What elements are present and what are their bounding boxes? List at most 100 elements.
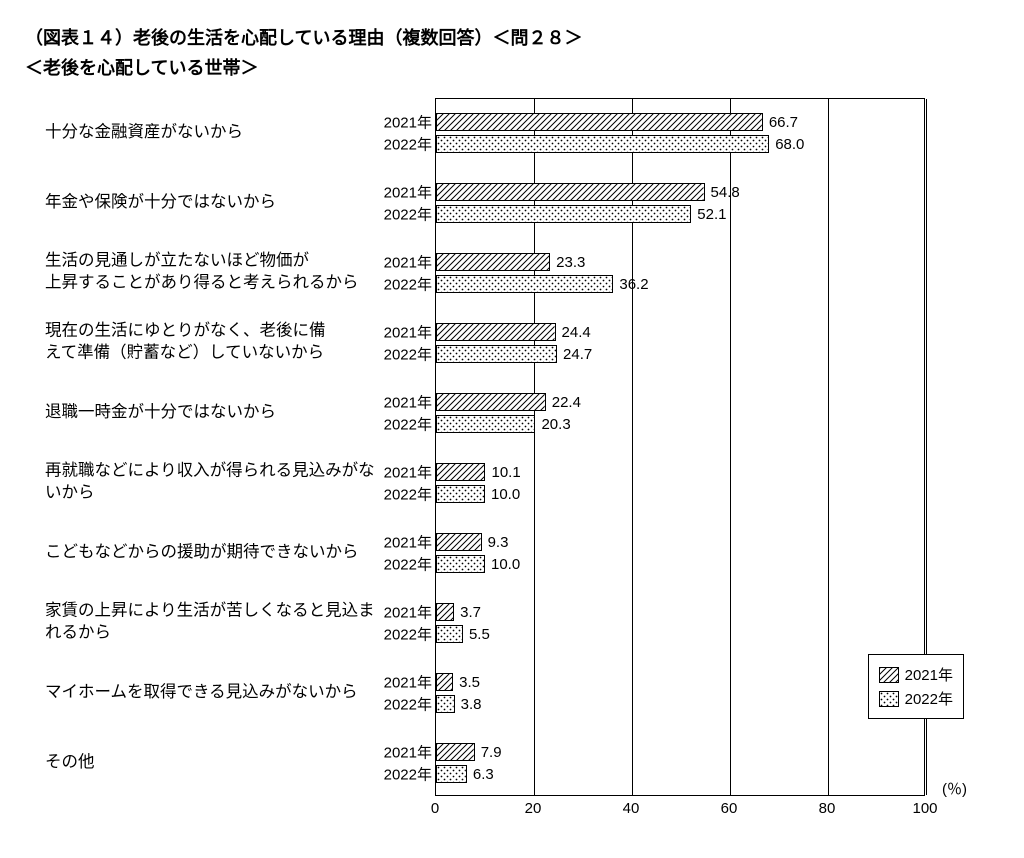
- x-tick-label: 40: [623, 800, 640, 817]
- series-year-label: 2022年: [374, 204, 432, 225]
- bar-value-label: 54.8: [711, 184, 740, 201]
- bar: [436, 323, 556, 341]
- series-year-label: 2021年: [374, 112, 432, 133]
- bar: [436, 205, 691, 223]
- legend-item: 2022年: [879, 688, 953, 709]
- bar-value-label: 3.8: [461, 696, 482, 713]
- bar-row: 2021年23.3: [436, 251, 924, 273]
- series-year-label: 2022年: [374, 624, 432, 645]
- bar-value-label: 10.1: [491, 464, 520, 481]
- series-year-label: 2021年: [374, 462, 432, 483]
- bar-value-label: 22.4: [552, 394, 581, 411]
- bar-value-label: 24.7: [563, 346, 592, 363]
- bar-row: 2021年9.3: [436, 531, 924, 553]
- chart-container: 十分な金融資産がないから年金や保険が十分ではないから生活の見通しが立たないほど物…: [25, 98, 999, 824]
- bar: [436, 625, 463, 643]
- bar-row: 2022年6.3: [436, 763, 924, 785]
- bar-value-label: 20.3: [541, 416, 570, 433]
- bar-row: 2022年3.8: [436, 693, 924, 715]
- x-axis: (％) 020406080100: [435, 796, 925, 824]
- bar-value-label: 10.0: [491, 486, 520, 503]
- bar-value-label: 3.7: [460, 604, 481, 621]
- plot-area: 2021年66.72022年68.0 2021年54.82022年52.1 2021…: [435, 98, 925, 796]
- bar-row: 2022年5.5: [436, 623, 924, 645]
- x-tick-label: 60: [721, 800, 738, 817]
- legend-label: 2022年: [905, 688, 953, 709]
- bar-row: 2021年66.7: [436, 111, 924, 133]
- axis-unit: (％): [942, 778, 967, 799]
- series-year-label: 2021年: [374, 322, 432, 343]
- series-year-label: 2021年: [374, 742, 432, 763]
- bar: [436, 555, 485, 573]
- bar: [436, 743, 475, 761]
- series-year-label: 2021年: [374, 252, 432, 273]
- bar-row: 2021年54.8: [436, 181, 924, 203]
- x-tick-label: 80: [819, 800, 836, 817]
- series-year-label: 2021年: [374, 182, 432, 203]
- chart-title-2: ＜老後を心配している世帯＞: [25, 54, 999, 80]
- bar-value-label: 68.0: [775, 136, 804, 153]
- x-tick-label: 20: [525, 800, 542, 817]
- bar-value-label: 23.3: [556, 254, 585, 271]
- bar: [436, 183, 705, 201]
- series-year-label: 2021年: [374, 672, 432, 693]
- bar-row: 2021年24.4: [436, 321, 924, 343]
- bar: [436, 113, 763, 131]
- bar: [436, 673, 453, 691]
- series-year-label: 2022年: [374, 764, 432, 785]
- series-year-label: 2022年: [374, 554, 432, 575]
- legend-swatch: [879, 667, 899, 683]
- bar: [436, 765, 467, 783]
- bar-row: 2021年3.7: [436, 601, 924, 623]
- bar: [436, 415, 535, 433]
- bar-row: 2022年10.0: [436, 483, 924, 505]
- series-year-label: 2021年: [374, 602, 432, 623]
- bar-value-label: 24.4: [562, 324, 591, 341]
- bar-value-label: 10.0: [491, 556, 520, 573]
- bar-row: 2021年7.9: [436, 741, 924, 763]
- bar-value-label: 66.7: [769, 114, 798, 131]
- bar-value-label: 36.2: [619, 276, 648, 293]
- gridline: [828, 99, 829, 795]
- bar-row: 2021年3.5: [436, 671, 924, 693]
- bar-row: 2022年10.0: [436, 553, 924, 575]
- legend: 2021年 2022年: [868, 654, 964, 719]
- bar: [436, 603, 454, 621]
- bar: [436, 345, 557, 363]
- bar: [436, 695, 455, 713]
- gridline: [632, 99, 633, 795]
- bar-row: 2022年24.7: [436, 343, 924, 365]
- series-year-label: 2022年: [374, 274, 432, 295]
- legend-swatch: [879, 691, 899, 707]
- series-year-label: 2022年: [374, 414, 432, 435]
- bar-row: 2021年10.1: [436, 461, 924, 483]
- bar: [436, 275, 613, 293]
- bar-row: 2022年36.2: [436, 273, 924, 295]
- legend-item: 2021年: [879, 664, 953, 685]
- chart-title-1: （図表１４）老後の生活を心配している理由（複数回答）＜問２８＞: [25, 24, 999, 50]
- series-year-label: 2021年: [374, 532, 432, 553]
- series-year-label: 2021年: [374, 392, 432, 413]
- bar-value-label: 7.9: [481, 744, 502, 761]
- series-year-label: 2022年: [374, 344, 432, 365]
- gridline: [730, 99, 731, 795]
- bar-value-label: 9.3: [488, 534, 509, 551]
- bar: [436, 533, 482, 551]
- series-year-label: 2022年: [374, 694, 432, 715]
- bar-row: 2022年52.1: [436, 203, 924, 225]
- bar-value-label: 52.1: [697, 206, 726, 223]
- series-year-label: 2022年: [374, 134, 432, 155]
- bar: [436, 135, 769, 153]
- legend-label: 2021年: [905, 664, 953, 685]
- bar-value-label: 3.5: [459, 674, 480, 691]
- bar: [436, 393, 546, 411]
- bar: [436, 485, 485, 503]
- bar: [436, 463, 485, 481]
- bar-row: 2022年68.0: [436, 133, 924, 155]
- bar-value-label: 5.5: [469, 626, 490, 643]
- bar-value-label: 6.3: [473, 766, 494, 783]
- bar-row: 2021年22.4: [436, 391, 924, 413]
- gridline: [534, 99, 535, 795]
- x-tick-label: 0: [431, 800, 439, 817]
- bar-row: 2022年20.3: [436, 413, 924, 435]
